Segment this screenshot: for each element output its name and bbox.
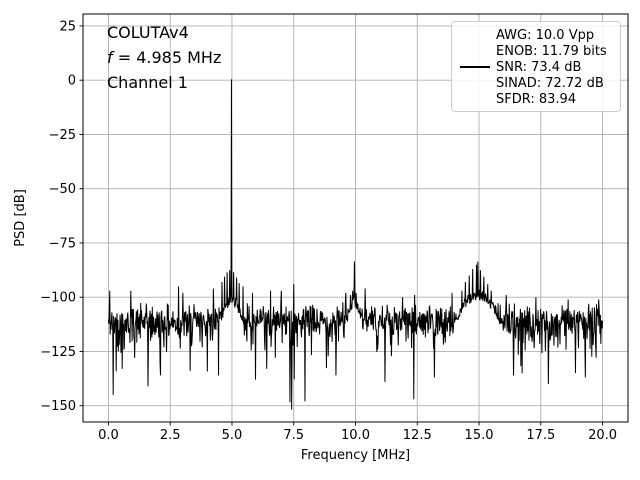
x-tick-label: 17.5 (526, 428, 555, 443)
y-tick-label: −150 (40, 399, 76, 414)
x-tick-label: 5.0 (222, 428, 243, 443)
x-tick-label: 0.0 (98, 428, 119, 443)
legend-line-sample (460, 66, 490, 68)
annotation-device: COLUTAv4 (107, 23, 189, 42)
annotation-frequency-value: = 4.985 MHz (112, 48, 222, 67)
legend-label-sinad: SINAD: 72.72 dB (496, 75, 604, 91)
plot-annotations: COLUTAv4 f = 4.985 MHz Channel 1 (107, 20, 221, 95)
x-tick-label: 10.0 (341, 428, 370, 443)
y-tick-label: −100 (40, 291, 76, 306)
y-tick-label: −50 (49, 182, 76, 197)
x-axis-label: Frequency [MHz] (301, 448, 410, 463)
legend-label-awg: AWG: 10.0 Vpp (496, 27, 595, 43)
legend: AWG: 10.0 Vpp ENOB: 11.79 bits SNR: 73.4… (451, 21, 621, 112)
y-tick-label: −75 (49, 236, 76, 251)
y-tick-label: 25 (59, 19, 76, 34)
legend-row-enob: ENOB: 11.79 bits (457, 43, 614, 59)
legend-label-enob: ENOB: 11.79 bits (496, 43, 607, 59)
x-tick-label: 2.5 (160, 428, 181, 443)
legend-label-sfdr: SFDR: 83.94 (496, 91, 577, 107)
annotation-frequency-symbol: f (107, 48, 113, 67)
annotation-channel: Channel 1 (107, 73, 188, 92)
y-axis-label: PSD [dB] (13, 189, 28, 247)
legend-row-sfdr: SFDR: 83.94 (457, 91, 614, 107)
x-tick-label: 12.5 (403, 428, 432, 443)
y-tick-label: −125 (40, 345, 76, 360)
x-tick-label: 7.5 (283, 428, 304, 443)
psd-series (107, 79, 604, 410)
legend-row-sinad: SINAD: 72.72 dB (457, 75, 614, 91)
legend-row-snr: SNR: 73.4 dB (457, 59, 614, 75)
x-tick-label: 15.0 (465, 428, 494, 443)
legend-label-snr: SNR: 73.4 dB (496, 59, 582, 75)
legend-handle-snr (457, 66, 496, 68)
x-tick-label: 20.0 (588, 428, 617, 443)
legend-row-awg: AWG: 10.0 Vpp (457, 27, 614, 43)
y-tick-label: −25 (49, 128, 76, 143)
y-tick-label: 0 (68, 74, 76, 89)
annotation-frequency: f = 4.985 MHz (107, 45, 221, 70)
